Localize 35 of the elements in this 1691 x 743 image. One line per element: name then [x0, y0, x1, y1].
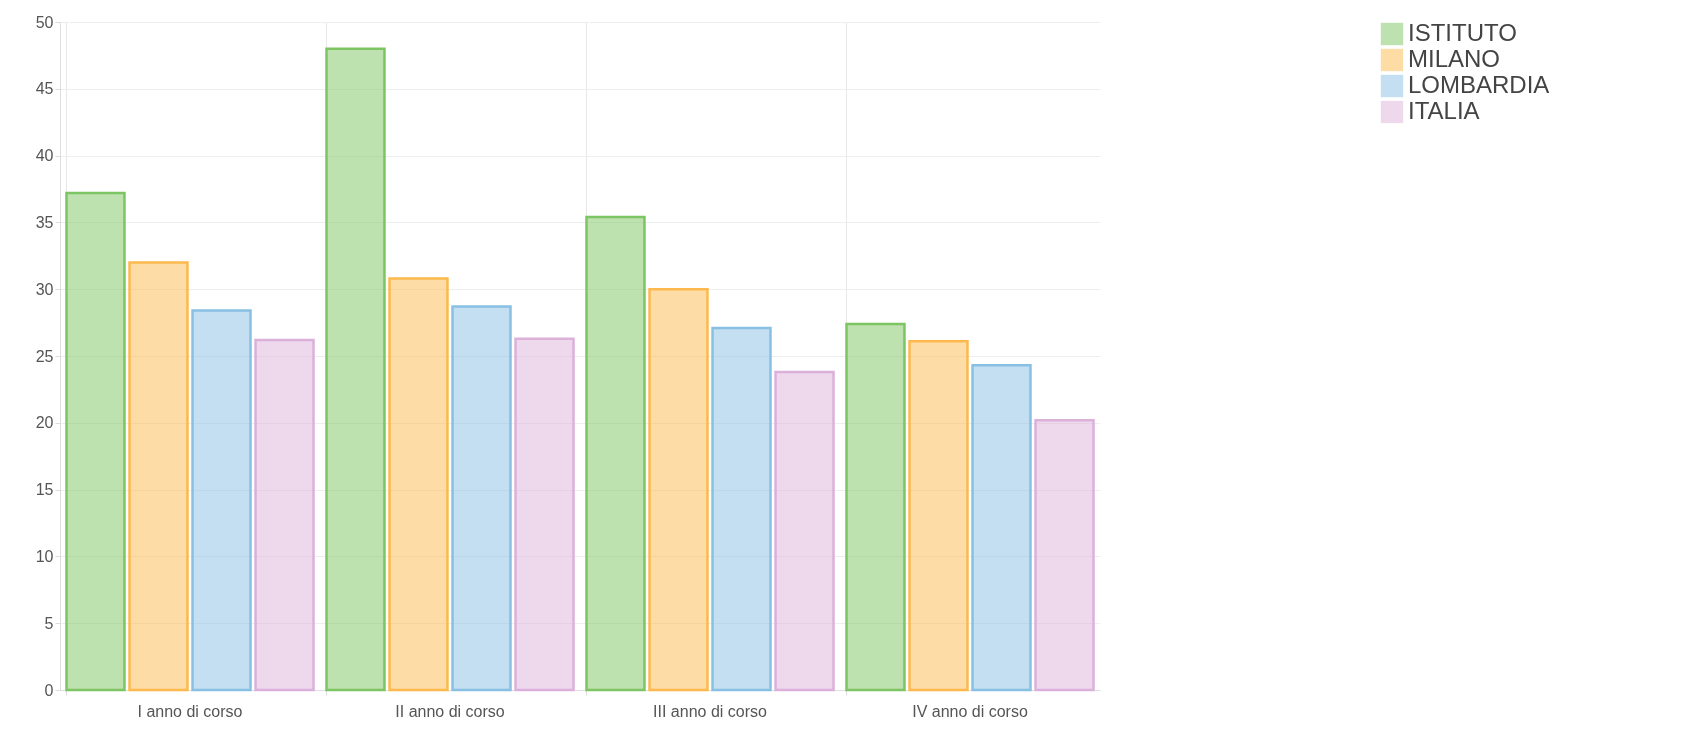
y-tick-label: 5	[44, 614, 54, 632]
bar	[65, 191, 126, 692]
y-tick-label: 35	[35, 213, 54, 231]
y-tick-label: 10	[35, 547, 54, 565]
bar	[451, 305, 512, 692]
bar	[711, 326, 772, 692]
bar	[1034, 418, 1095, 692]
bar	[128, 261, 189, 692]
y-tick-label: 0	[44, 681, 54, 699]
y-tick-label: 50	[35, 13, 54, 31]
x-tick-label: II anno di corso	[395, 702, 505, 720]
bar	[845, 322, 906, 692]
y-tick-label: 30	[35, 280, 54, 298]
legend-label: ISTITUTO	[1408, 19, 1517, 46]
y-tick-label: 15	[35, 481, 54, 499]
y-tick-label: 45	[35, 80, 54, 98]
bar	[514, 337, 575, 692]
bar	[971, 364, 1032, 692]
bar	[648, 287, 709, 692]
bar	[254, 338, 315, 692]
bar	[191, 309, 252, 692]
bar	[585, 215, 646, 692]
y-tick-label: 40	[35, 147, 54, 165]
x-tick-label: I anno di corso	[137, 702, 243, 720]
legend-label: LOMBARDIA	[1408, 71, 1550, 98]
legend-label: MILANO	[1408, 45, 1501, 72]
x-tick-label: IV anno di corso	[912, 702, 1028, 720]
bar	[774, 370, 835, 692]
x-tick-label: III anno di corso	[653, 702, 768, 720]
bar	[388, 277, 449, 692]
y-tick-label: 20	[35, 414, 54, 432]
legend-label: ITALIA	[1408, 97, 1480, 124]
bar	[325, 47, 386, 692]
y-tick-label: 25	[35, 347, 54, 365]
bar	[908, 340, 969, 692]
